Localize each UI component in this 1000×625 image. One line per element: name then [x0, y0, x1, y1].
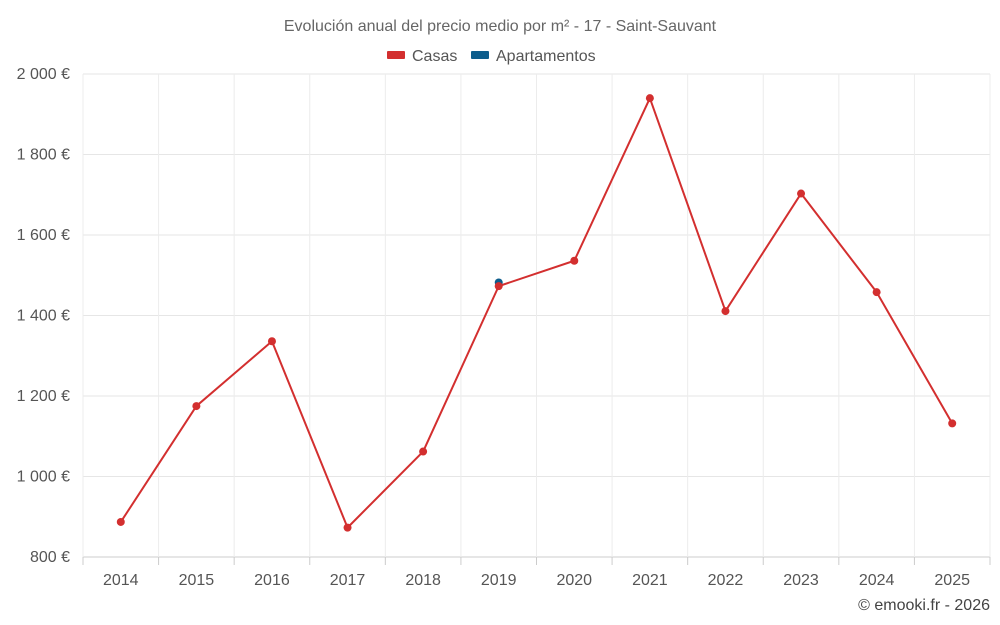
y-tick-label: 1 400 € [17, 308, 70, 325]
y-tick-label: 800 € [30, 549, 70, 566]
y-axis: 800 € 1 000 € 1 200 € 1 400 € 1 600 € 1 800 €… [17, 66, 70, 566]
legend-item-apartamentos[interactable]: Apartamentos [471, 48, 596, 65]
data-point-casas[interactable] [797, 189, 806, 198]
legend-label-apartamentos: Apartamentos [496, 48, 596, 65]
x-axis: 2014 2015 2016 2017 2018 2019 2020 2021 2022 2023… [82, 557, 991, 589]
x-tick-label: 2018 [405, 572, 441, 589]
y-tick-label: 2 000 € [17, 66, 70, 83]
x-tick-label: 2021 [632, 572, 668, 589]
data-point-casas[interactable] [192, 402, 201, 411]
x-tick-label: 2019 [481, 572, 517, 589]
data-point-casas[interactable] [872, 288, 881, 297]
x-tick-label: 2020 [556, 572, 592, 589]
x-tick-label: 2025 [934, 572, 970, 589]
data-point-casas[interactable] [645, 94, 654, 103]
y-tick-label: 1 600 € [17, 227, 70, 244]
credit-text: © emooki.fr - 2026 [858, 597, 990, 614]
data-point-casas[interactable] [419, 447, 428, 456]
data-point-casas[interactable] [116, 517, 125, 526]
legend-swatch-apartamentos [471, 51, 489, 59]
grid [82, 73, 991, 558]
x-tick-label: 2024 [859, 572, 895, 589]
series-line-casas [119, 97, 954, 529]
legend[interactable]: Casas Apartamentos [387, 48, 596, 65]
x-tick-label: 2017 [330, 572, 366, 589]
legend-item-casas[interactable]: Casas [387, 48, 457, 65]
data-point-casas[interactable] [721, 307, 730, 316]
x-tick-label: 2016 [254, 572, 290, 589]
y-tick-label: 1 200 € [17, 388, 70, 405]
x-tick-label: 2014 [103, 572, 139, 589]
x-tick-label: 2023 [783, 572, 819, 589]
data-point-casas[interactable] [570, 256, 579, 265]
data-point-casas[interactable] [267, 337, 276, 346]
plot-area [116, 94, 957, 532]
data-point-casas[interactable] [494, 282, 503, 291]
chart-title: Evolución anual del precio medio por m² … [284, 18, 717, 35]
y-tick-label: 1 800 € [17, 147, 70, 164]
legend-label-casas: Casas [412, 48, 457, 65]
x-tick-label: 2015 [179, 572, 215, 589]
y-tick-label: 1 000 € [17, 469, 70, 486]
legend-swatch-casas [387, 51, 405, 59]
data-point-casas[interactable] [343, 523, 352, 532]
x-tick-label: 2022 [708, 572, 744, 589]
data-point-casas[interactable] [948, 419, 957, 428]
